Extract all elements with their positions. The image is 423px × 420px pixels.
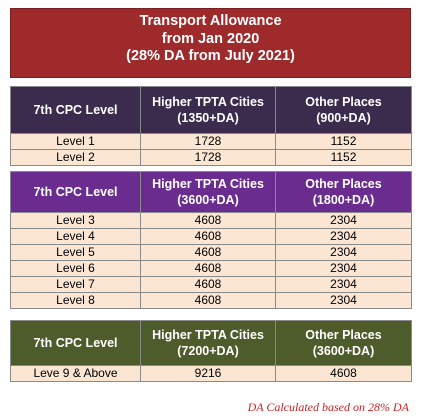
table-row: Level 3 4608 2304 [10, 212, 412, 229]
cell-other: 2304 [275, 228, 412, 245]
cell-level: Level 1 [10, 133, 141, 150]
cell-level: Level 5 [10, 244, 141, 261]
title-line-1: Transport Allowance [139, 13, 282, 29]
table-header-row: 7th CPC Level Higher TPTA Cities (1350+D… [10, 86, 412, 134]
table-header-row: 7th CPC Level Higher TPTA Cities (3600+D… [10, 171, 412, 213]
table-row: Level 5 4608 2304 [10, 244, 412, 261]
cell-other: 2304 [275, 244, 412, 261]
cell-other: 2304 [275, 260, 412, 277]
header-other-places: Other Places (900+DA) [275, 86, 412, 134]
cell-other: 4608 [275, 365, 412, 382]
cell-higher: 4608 [140, 276, 276, 293]
title-line-2: from Jan 2020 [161, 30, 260, 47]
header-higher-tpta: Higher TPTA Cities (7200+DA) [140, 320, 276, 366]
table-row: Level 7 4608 2304 [10, 276, 412, 293]
cell-higher: 1728 [140, 133, 276, 150]
table-row: Level 8 4608 2304 [10, 292, 412, 309]
cell-other: 1152 [275, 149, 412, 166]
header-other-places: Other Places (1800+DA) [275, 171, 412, 213]
cell-other: 1152 [275, 133, 412, 150]
title-line-3: (28% DA from July 2021) [126, 48, 295, 64]
header-cpc-level: 7th CPC Level [10, 320, 141, 366]
cell-level: Level 7 [10, 276, 141, 293]
header-higher-tpta-title: Higher TPTA Cities [152, 328, 264, 342]
cell-higher: 4608 [140, 228, 276, 245]
header-higher-tpta: Higher TPTA Cities (3600+DA) [140, 171, 276, 213]
header-cpc-level: 7th CPC Level [10, 171, 141, 213]
table-row: Leve 9 & Above 9216 4608 [10, 365, 412, 382]
header-other-places-title: Other Places [305, 177, 382, 191]
header-higher-tpta-rate: (1350+DA) [177, 111, 239, 125]
header-higher-tpta-title: Higher TPTA Cities [152, 95, 264, 109]
header-higher-tpta-rate: (3600+DA) [177, 193, 239, 207]
table-header-row: 7th CPC Level Higher TPTA Cities (7200+D… [10, 320, 412, 366]
footnote: DA Calculated based on 28% DA [247, 400, 409, 414]
cell-level: Level 8 [10, 292, 141, 309]
cell-level: Level 6 [10, 260, 141, 277]
header-cpc-level: 7th CPC Level [10, 86, 141, 134]
cell-higher: 4608 [140, 244, 276, 261]
cell-higher: 1728 [140, 149, 276, 166]
header-higher-tpta: Higher TPTA Cities (1350+DA) [140, 86, 276, 134]
cell-other: 2304 [275, 212, 412, 229]
table-row: Level 2 1728 1152 [10, 149, 412, 166]
title-banner: Transport Allowance from Jan 2020 (28% D… [10, 8, 411, 78]
cell-higher: 4608 [140, 292, 276, 309]
header-higher-tpta-title: Higher TPTA Cities [152, 177, 264, 191]
header-higher-tpta-rate: (7200+DA) [177, 344, 239, 358]
allowance-table-level-3-8: 7th CPC Level Higher TPTA Cities (3600+D… [10, 171, 412, 309]
header-other-places-rate: (900+DA) [316, 111, 371, 125]
cell-other: 2304 [275, 292, 412, 309]
table-row: Level 6 4608 2304 [10, 260, 412, 277]
cell-higher: 9216 [140, 365, 276, 382]
cell-higher: 4608 [140, 212, 276, 229]
header-other-places: Other Places (3600+DA) [275, 320, 412, 366]
cell-higher: 4608 [140, 260, 276, 277]
header-other-places-rate: (1800+DA) [312, 193, 375, 207]
allowance-table-level-9-above: 7th CPC Level Higher TPTA Cities (7200+D… [10, 320, 412, 382]
header-other-places-title: Other Places [305, 95, 382, 109]
allowance-table-level-1-2: 7th CPC Level Higher TPTA Cities (1350+D… [10, 86, 412, 166]
header-other-places-rate: (3600+DA) [312, 344, 375, 358]
cell-level: Level 2 [10, 149, 141, 166]
cell-level: Leve 9 & Above [10, 365, 141, 382]
cell-other: 2304 [275, 276, 412, 293]
table-row: Level 1 1728 1152 [10, 133, 412, 150]
cell-level: Level 3 [10, 212, 141, 229]
table-row: Level 4 4608 2304 [10, 228, 412, 245]
header-other-places-title: Other Places [305, 328, 382, 342]
cell-level: Level 4 [10, 228, 141, 245]
